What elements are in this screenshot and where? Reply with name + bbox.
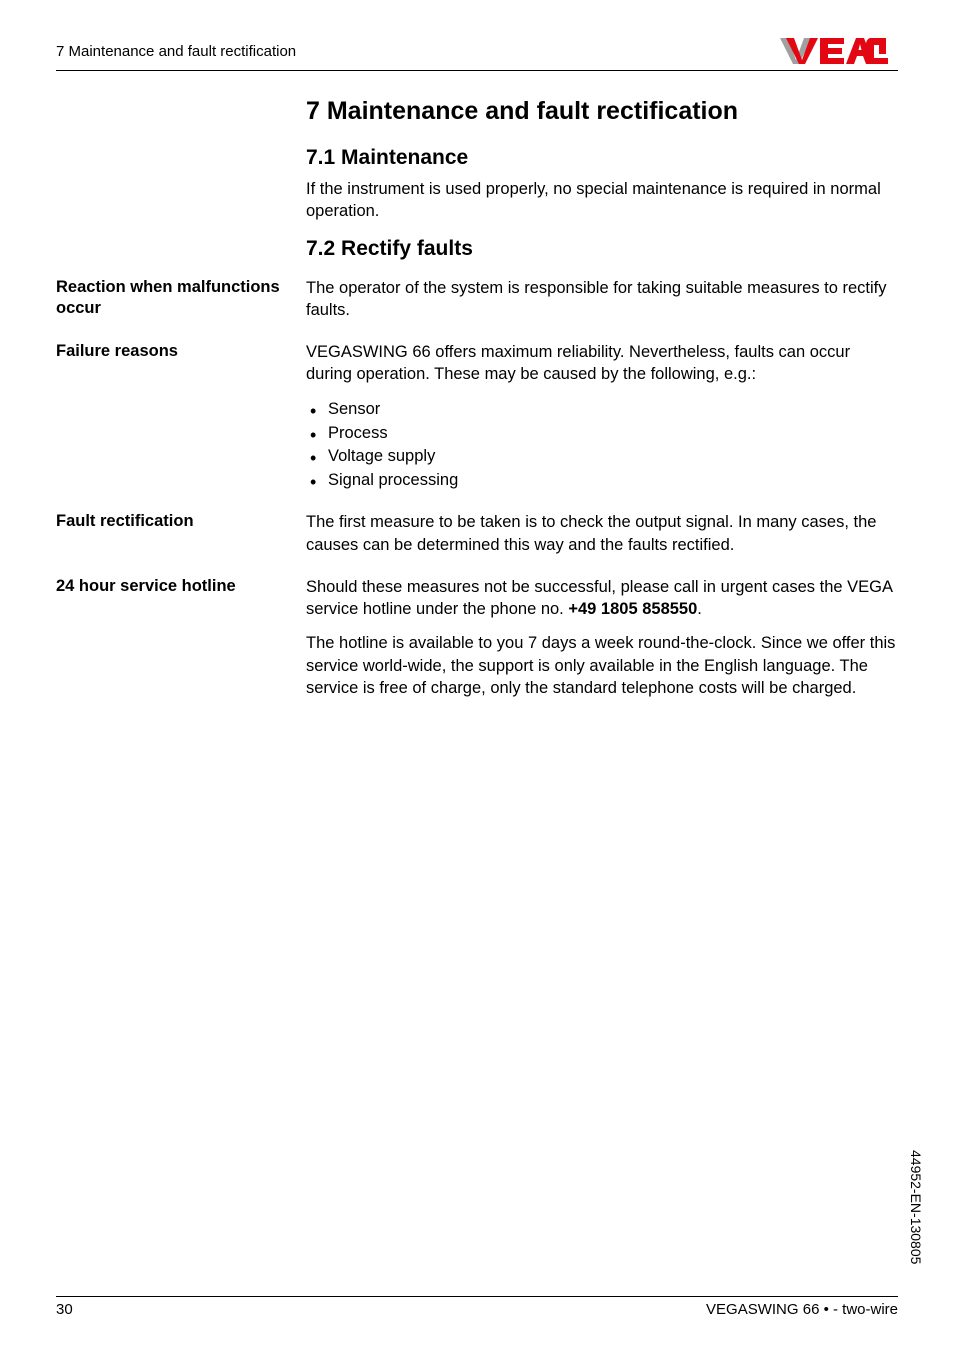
failure-reasons-list: Sensor Process Voltage supply Signal pro… bbox=[306, 398, 898, 494]
breadcrumb: 7 Maintenance and fault rectification bbox=[56, 43, 296, 60]
page-number: 30 bbox=[56, 1301, 73, 1318]
heading-7-2: 7.2 Rectify faults bbox=[306, 237, 898, 261]
para-fault-rectification: The first measure to be taken is to chec… bbox=[306, 511, 898, 556]
para-failure-reasons: VEGASWING 66 offers maximum reliability.… bbox=[306, 341, 898, 386]
para-reaction-malfunctions: The operator of the system is responsibl… bbox=[306, 277, 898, 322]
para-7-1: If the instrument is used properly, no s… bbox=[306, 178, 898, 223]
side-failure-reasons: Failure reasons bbox=[56, 341, 288, 362]
side-fault-rectification: Fault rectification bbox=[56, 511, 288, 532]
heading-7-1: 7.1 Maintenance bbox=[306, 146, 898, 170]
hotline-post-text: . bbox=[697, 600, 702, 618]
para-hotline-2: The hotline is available to you 7 days a… bbox=[306, 632, 898, 699]
side-reaction-malfunctions: Reaction when malfunc­tions occur bbox=[56, 277, 288, 320]
footer-product: VEGASWING 66 • - two-wire bbox=[706, 1301, 898, 1318]
para-hotline-1: Should these measures not be successful,… bbox=[306, 576, 898, 621]
vega-logo bbox=[780, 36, 898, 66]
chapter-title: 7 Maintenance and fault rectification bbox=[306, 97, 898, 126]
list-item: Voltage supply bbox=[306, 445, 898, 469]
list-item: Signal processing bbox=[306, 469, 898, 493]
side-24-hour-hotline: 24 hour service hotline bbox=[56, 576, 288, 597]
document-id: 44952-EN-130805 bbox=[908, 1150, 924, 1264]
list-item: Sensor bbox=[306, 398, 898, 422]
list-item: Process bbox=[306, 422, 898, 446]
hotline-phone-number: +49 1805 858550 bbox=[568, 600, 697, 618]
